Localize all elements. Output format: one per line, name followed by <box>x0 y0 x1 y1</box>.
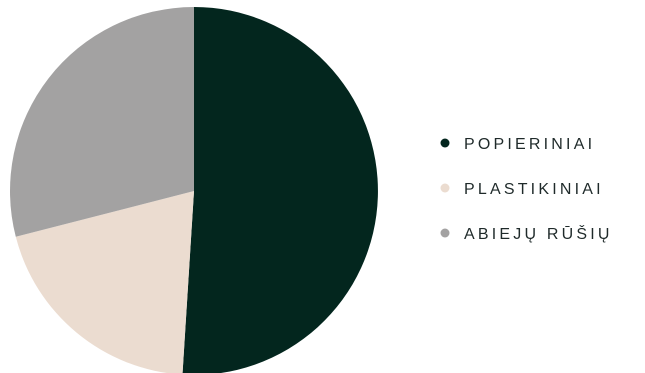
legend-swatch-icon <box>440 138 450 148</box>
legend-item: PLASTIKINIAI <box>440 181 604 198</box>
pie-slice-1 <box>182 7 378 373</box>
legend-label: ABIEJŲ RŪŠIŲ <box>464 224 613 243</box>
legend-swatch-icon <box>440 183 450 193</box>
pie-slice-2 <box>15 191 194 373</box>
legend-label: POPIERINIAI <box>464 136 595 153</box>
legend-item: ABIEJŲ RŪŠIŲ <box>440 224 613 243</box>
pie-slices <box>9 7 378 373</box>
legend-swatch-icon <box>440 228 450 238</box>
legend-label: PLASTIKINIAI <box>464 181 604 198</box>
legend: POPIERINIAI PLASTIKINIAI ABIEJŲ RŪŠIŲ <box>440 136 613 243</box>
legend-item: POPIERINIAI <box>440 136 595 153</box>
pie-slice-3 <box>9 7 195 237</box>
